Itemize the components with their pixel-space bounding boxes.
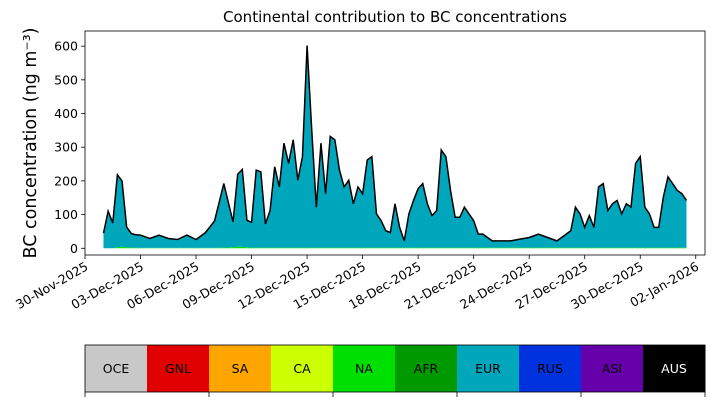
legend-swatch-afr [395,345,458,392]
legend-swatch-na [333,345,396,392]
y-tick-label: 300 [54,140,78,155]
legend-label-afr: AFR [414,361,439,376]
legend-label-gnl: GNL [165,361,191,376]
legend-label-asi: ASI [602,361,622,376]
legend-label-ca: CA [293,361,311,376]
legend-label-aus: AUS [661,361,687,376]
legend-colorbar: OCE GNL SA CA NA AFR EUR RUS ASI AUS [84,344,706,397]
y-axis-label: BC concentration (ng m⁻³) [21,28,41,259]
x-axis: 30-Nov-202503-Dec-202506-Dec-202509-Dec-… [13,255,701,312]
y-axis: 0 100 200 300 400 500 600 [54,39,85,256]
legend-swatch-aus [643,345,706,392]
legend-label-oce: OCE [103,361,130,376]
total-concentration-line [102,45,688,242]
y-tick-label: 100 [54,207,78,222]
legend-swatch-gnl [147,345,210,392]
y-tick-label: 500 [54,72,78,87]
legend-swatch-eur [457,345,520,392]
legend-frame [84,344,706,393]
stacked-areas [103,45,687,249]
y-tick-label: 200 [54,173,78,188]
area-eur [103,45,687,249]
legend-swatch-sa [209,345,272,392]
area-na [103,246,687,249]
chart-title: Continental contribution to BC concentra… [223,8,567,26]
legend-swatch-oce [85,345,148,392]
legend-swatch-rus [519,345,582,392]
legend-label-eur: EUR [475,361,501,376]
plot-frame [84,30,706,256]
y-tick-label: 400 [54,106,78,121]
legend-swatch-ca [271,345,334,392]
legend-label-sa: SA [232,361,249,376]
legend-label-na: NA [355,361,373,376]
legend-swatch-asi [581,345,644,392]
legend-label-rus: RUS [537,361,563,376]
y-tick-label: 0 [70,241,78,256]
y-tick-label: 600 [54,39,78,54]
